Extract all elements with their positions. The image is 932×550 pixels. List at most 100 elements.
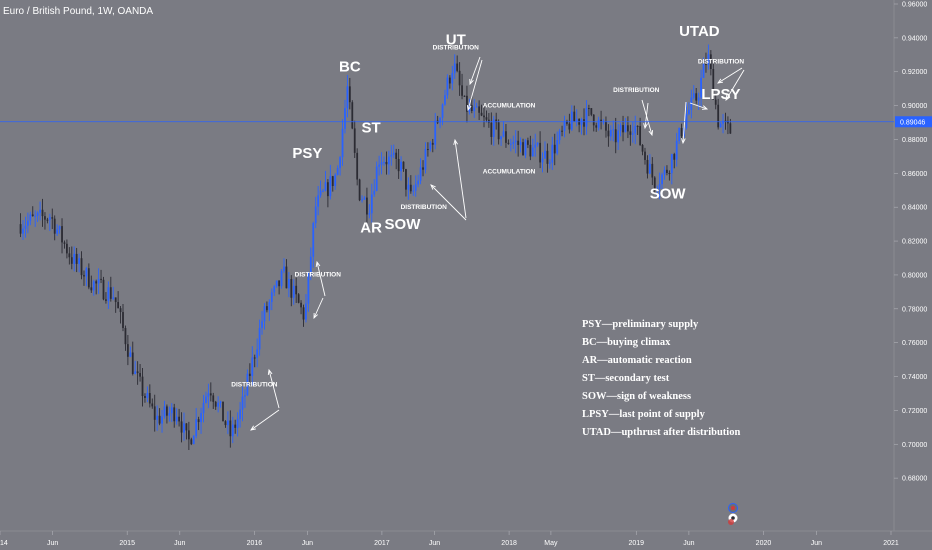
- candle-body: [48, 217, 51, 220]
- candle-body: [678, 128, 681, 141]
- price-tick-label: 0.72000: [902, 408, 927, 415]
- candle-body: [166, 406, 168, 416]
- candle-body: [275, 280, 278, 287]
- candle-body: [361, 199, 363, 201]
- candle-body: [36, 212, 39, 216]
- candle-body: [141, 376, 144, 396]
- price-tick-label: 0.92000: [902, 69, 927, 76]
- legend-line: UTAD—upthrust after distribution: [582, 427, 740, 438]
- candle-body: [644, 151, 646, 160]
- candle-body: [158, 415, 161, 424]
- phase-label: BC: [339, 59, 361, 76]
- price-tick-label: 0.90000: [902, 103, 927, 110]
- candle-body: [300, 302, 302, 308]
- candle-body: [697, 97, 700, 101]
- candle-body: [592, 114, 595, 126]
- candle-body: [509, 143, 512, 145]
- candle-body: [524, 140, 527, 156]
- candle-body: [244, 395, 246, 397]
- candle-body: [114, 297, 117, 303]
- candle-body: [668, 172, 671, 174]
- candle-body: [648, 163, 651, 174]
- candle-body: [714, 99, 717, 105]
- candle-body: [78, 258, 80, 264]
- candle-body: [558, 130, 561, 141]
- candle-body: [673, 154, 676, 160]
- time-tick-label: 14: [0, 540, 8, 547]
- candle-body: [239, 409, 241, 419]
- candle-body: [285, 266, 288, 289]
- candle-body: [283, 266, 285, 272]
- candle-body: [709, 54, 712, 70]
- time-tick-label: Jun: [47, 540, 58, 547]
- candle-body: [105, 299, 107, 301]
- candle-body: [653, 177, 656, 189]
- candle-body: [39, 209, 41, 213]
- candle-body: [351, 102, 354, 129]
- annotation-arrow: [689, 102, 708, 110]
- phase-note: ACCUMULATION: [483, 102, 536, 109]
- candle-body: [702, 64, 705, 78]
- candle-body: [370, 194, 373, 214]
- candle-body: [168, 413, 171, 416]
- candle-body: [268, 302, 271, 311]
- candle-body: [500, 136, 502, 140]
- candle-body: [309, 256, 312, 273]
- price-tick-label: 0.78000: [902, 306, 927, 313]
- candle-body: [548, 162, 551, 164]
- price-axis[interactable]: 0.96000 0.94000 0.92000 0.90000 0.88000 0.860…: [0, 2, 932, 483]
- candle-body: [627, 125, 629, 132]
- phase-note: DISTRIBUTION: [433, 45, 480, 52]
- candle-body: [483, 115, 485, 118]
- candle-body: [134, 371, 137, 374]
- candle-body: [92, 281, 95, 291]
- candle-body: [634, 125, 637, 134]
- annotation-arrow: [313, 297, 324, 319]
- candle-body: [202, 402, 205, 414]
- candle-body: [19, 224, 22, 234]
- candle-body: [214, 401, 217, 407]
- candle-body: [295, 285, 298, 295]
- candle-body: [417, 180, 420, 185]
- candle-body: [170, 407, 173, 414]
- event-marker-icon[interactable]: [728, 513, 738, 526]
- current-price-tag[interactable]: [895, 116, 932, 128]
- candle-body: [544, 150, 546, 159]
- candle-body: [185, 423, 188, 431]
- candle-body: [131, 352, 134, 374]
- candle-body: [512, 142, 515, 144]
- candle-body: [278, 280, 281, 287]
- candle-body: [646, 159, 649, 174]
- candle-body: [556, 140, 559, 154]
- legend-line: PSY—preliminary supply: [582, 319, 699, 330]
- candle-body: [51, 217, 54, 219]
- candle-body: [707, 54, 710, 65]
- candle-body: [441, 104, 444, 118]
- phase-note: DISTRIBUTION: [401, 204, 448, 211]
- phase-note: DISTRIBUTION: [295, 272, 342, 279]
- candle-body: [156, 415, 159, 420]
- time-axis[interactable]: 14 Jun 2015 Jun 2016 Jun 2017 Jun 2018 May 2019 Jun…: [0, 530, 932, 547]
- arrow-head: [315, 260, 321, 268]
- candle-body: [366, 197, 368, 215]
- arrow-head: [648, 129, 654, 137]
- annotation-arrow: [469, 56, 481, 85]
- compare-icon[interactable]: [728, 503, 738, 513]
- candle-body: [246, 373, 249, 396]
- candle-body: [68, 253, 71, 258]
- candle-body: [531, 147, 534, 157]
- candle-body: [380, 162, 383, 165]
- price-tick-label: 0.82000: [902, 239, 927, 246]
- candle-body: [178, 416, 181, 422]
- candle-body: [102, 279, 105, 300]
- candle-body: [587, 108, 590, 110]
- candle-body: [536, 142, 539, 145]
- price-tick-label: 0.86000: [902, 171, 927, 178]
- arrow-head: [250, 425, 256, 431]
- candle-body: [326, 182, 329, 197]
- candle-body: [595, 125, 598, 128]
- candle-body: [148, 393, 151, 404]
- phase-label: PSY: [292, 145, 322, 162]
